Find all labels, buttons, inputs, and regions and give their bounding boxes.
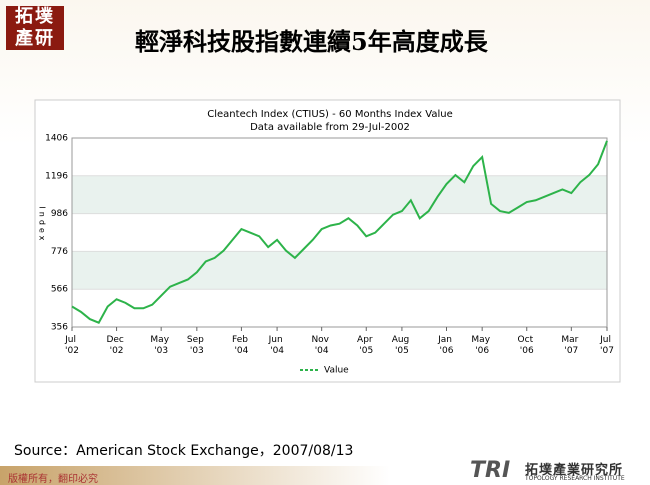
- x-tick-label: May '03: [150, 335, 171, 356]
- logo: 拓墣產研: [6, 6, 64, 50]
- chart-panel: [34, 99, 621, 383]
- org: 拓墣產業研究所: [525, 463, 624, 478]
- x-tick-label: Sep '03: [187, 335, 207, 356]
- x-tick-label: Dec '02: [106, 335, 126, 356]
- x-tick-label: Mar '07: [561, 335, 581, 356]
- x-tick-label: Feb '04: [232, 335, 251, 356]
- chart-subtitle: Data available from 29-Jul-2002: [250, 122, 410, 133]
- y-tick-label: 776: [51, 247, 68, 257]
- footer-bar: [0, 466, 650, 485]
- y-tick-label: 356: [51, 323, 68, 333]
- y-axis-label: Index: [38, 206, 47, 243]
- plot-frame: [71, 137, 608, 328]
- source: Source：American Stock Exchange，2007/08/1…: [14, 443, 354, 459]
- y-tick-label: 1196: [45, 171, 68, 181]
- x-tick-label: Jul '02: [64, 335, 79, 356]
- x-tick-label: Jul '07: [599, 335, 614, 356]
- x-tick-label: Nov '04: [311, 335, 331, 356]
- y-tick-label: 1406: [45, 134, 68, 144]
- x-tick-label: May '06: [471, 335, 492, 356]
- line: [71, 140, 608, 324]
- x-tick-label: Apr '05: [357, 335, 375, 356]
- slide-title: 輕淨科技股指數連續5年高度成長: [135, 27, 488, 56]
- x-tick-label: Oct '06: [518, 335, 536, 356]
- x-tick-label: Aug '05: [392, 335, 412, 356]
- grid-band: [72, 251, 607, 290]
- x-tick-label: Jun '04: [268, 335, 286, 356]
- chart-title: Cleantech Index (CTIUS) - 60 Months Inde…: [207, 109, 452, 120]
- org-en: TOPOLOGY RESEARCH INSTITUTE: [525, 475, 625, 482]
- brand: TRI: [470, 458, 511, 483]
- y-tick-label: 566: [51, 285, 68, 295]
- x-tick-label: Jan '06: [437, 335, 455, 356]
- y-tick-label: 986: [51, 209, 68, 219]
- legend-label: Value: [324, 366, 349, 376]
- copyright: 版權所有，翻印必究: [8, 474, 98, 485]
- grid-band: [72, 175, 607, 214]
